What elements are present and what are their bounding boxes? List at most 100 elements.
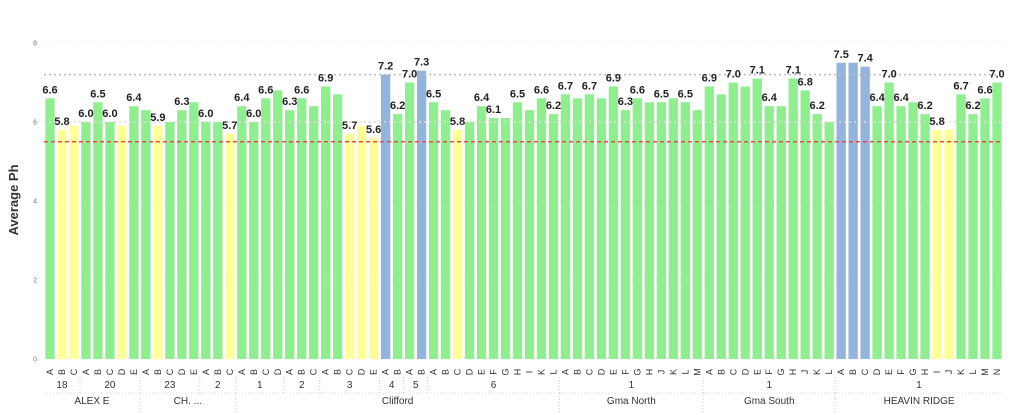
bar [836,62,846,359]
bar [177,110,187,360]
x-group-label: 2 [299,380,305,391]
data-label: 6.9 [318,72,333,84]
x-category-label: M [980,368,990,376]
bar [692,110,702,360]
x-category-label: C [69,368,79,375]
x-category-label: E [884,369,894,375]
bar [716,94,726,359]
x-group-label: 3 [347,380,353,391]
x-category-label: L [680,369,690,374]
x-category-label: E [189,369,199,375]
bar [512,102,523,359]
data-label: 7.4 [857,53,873,65]
x-site-label: Gma South [744,396,795,407]
data-label: 5.8 [450,116,465,128]
x-category-label: E [369,369,379,375]
data-label: 5.6 [366,124,381,136]
bar [368,137,379,359]
x-category-label: H [920,369,930,376]
y-tick-label: 2 [33,278,37,285]
bar [273,90,283,360]
x-category-label: A [141,369,151,375]
x-group-label: 2 [215,380,221,391]
x-site-label: CH. ... [174,396,202,407]
bar [333,94,343,359]
x-category-label: K [668,369,678,375]
x-group-label: 23 [164,380,176,391]
y-tick-label: 0 [33,357,37,364]
bar [380,74,391,359]
x-group-label: 20 [104,380,116,391]
data-label: 5.7 [342,120,357,132]
x-category-label: A [429,369,439,375]
data-label: 6.4 [126,92,142,104]
bar [440,110,451,360]
bar [309,106,319,359]
bar [392,114,403,359]
bar [980,98,990,360]
x-category-label: H [644,369,654,376]
x-category-label: D [596,368,606,375]
x-category-label: C [860,368,870,375]
x-group-label: 1 [629,380,635,391]
data-label: 7.3 [414,57,429,69]
x-category-label: N [992,369,1002,376]
data-label: 6.6 [534,84,549,96]
data-label: 6.0 [246,108,261,120]
bar [404,82,415,359]
bar [81,122,91,359]
bars [45,62,1002,360]
x-category-label: F [489,369,499,375]
x-category-label: I [524,371,534,374]
bar [45,98,55,360]
data-label: 6.5 [90,88,105,100]
data-label: 6.6 [42,84,57,96]
x-category-label: A [836,369,846,375]
bar [860,66,870,359]
bar [632,98,643,360]
data-label: 7.0 [881,69,896,81]
y-axis-label: Average Ph [6,164,21,235]
x-category-label: A [560,369,570,375]
x-group-label: 6 [491,380,497,391]
x-category-label: I [932,371,942,374]
x-group-label: 1 [257,380,263,391]
data-label: 6.5 [678,88,693,100]
bar [800,90,810,360]
data-label: 7.0 [989,69,1004,81]
x-group-label: 1 [916,380,922,391]
data-label: 6.2 [390,100,405,112]
x-category-label: G [632,368,642,375]
bar [608,86,619,359]
x-category-label: B [572,369,582,375]
gridlines [44,42,1003,281]
bar [153,125,163,359]
x-category-label: D [740,368,750,375]
data-label: 6.9 [606,72,621,84]
x-category-label: K [956,369,966,375]
x-category-label: B [213,369,223,375]
x-category-label: A [405,369,415,375]
bar [584,94,595,359]
bar [57,129,67,359]
x-category-label: A [45,369,55,375]
bar [261,98,271,360]
bar [285,110,295,360]
x-category-label: G [501,368,511,375]
x-site-label: Gma North [607,396,656,407]
bar [944,129,954,359]
bar [428,102,439,359]
data-label: 5.8 [54,116,69,128]
bar [620,110,631,360]
x-category-label: H [513,369,523,376]
bar [129,106,139,359]
data-label: 6.8 [798,76,813,88]
data-label: 7.1 [750,65,765,77]
bar [225,133,235,359]
bar [764,106,774,359]
data-label: 6.4 [234,92,250,104]
data-label: 7.5 [834,49,849,61]
x-category-label: B [297,369,307,375]
x-category-label: A [321,369,331,375]
bar [932,129,942,359]
